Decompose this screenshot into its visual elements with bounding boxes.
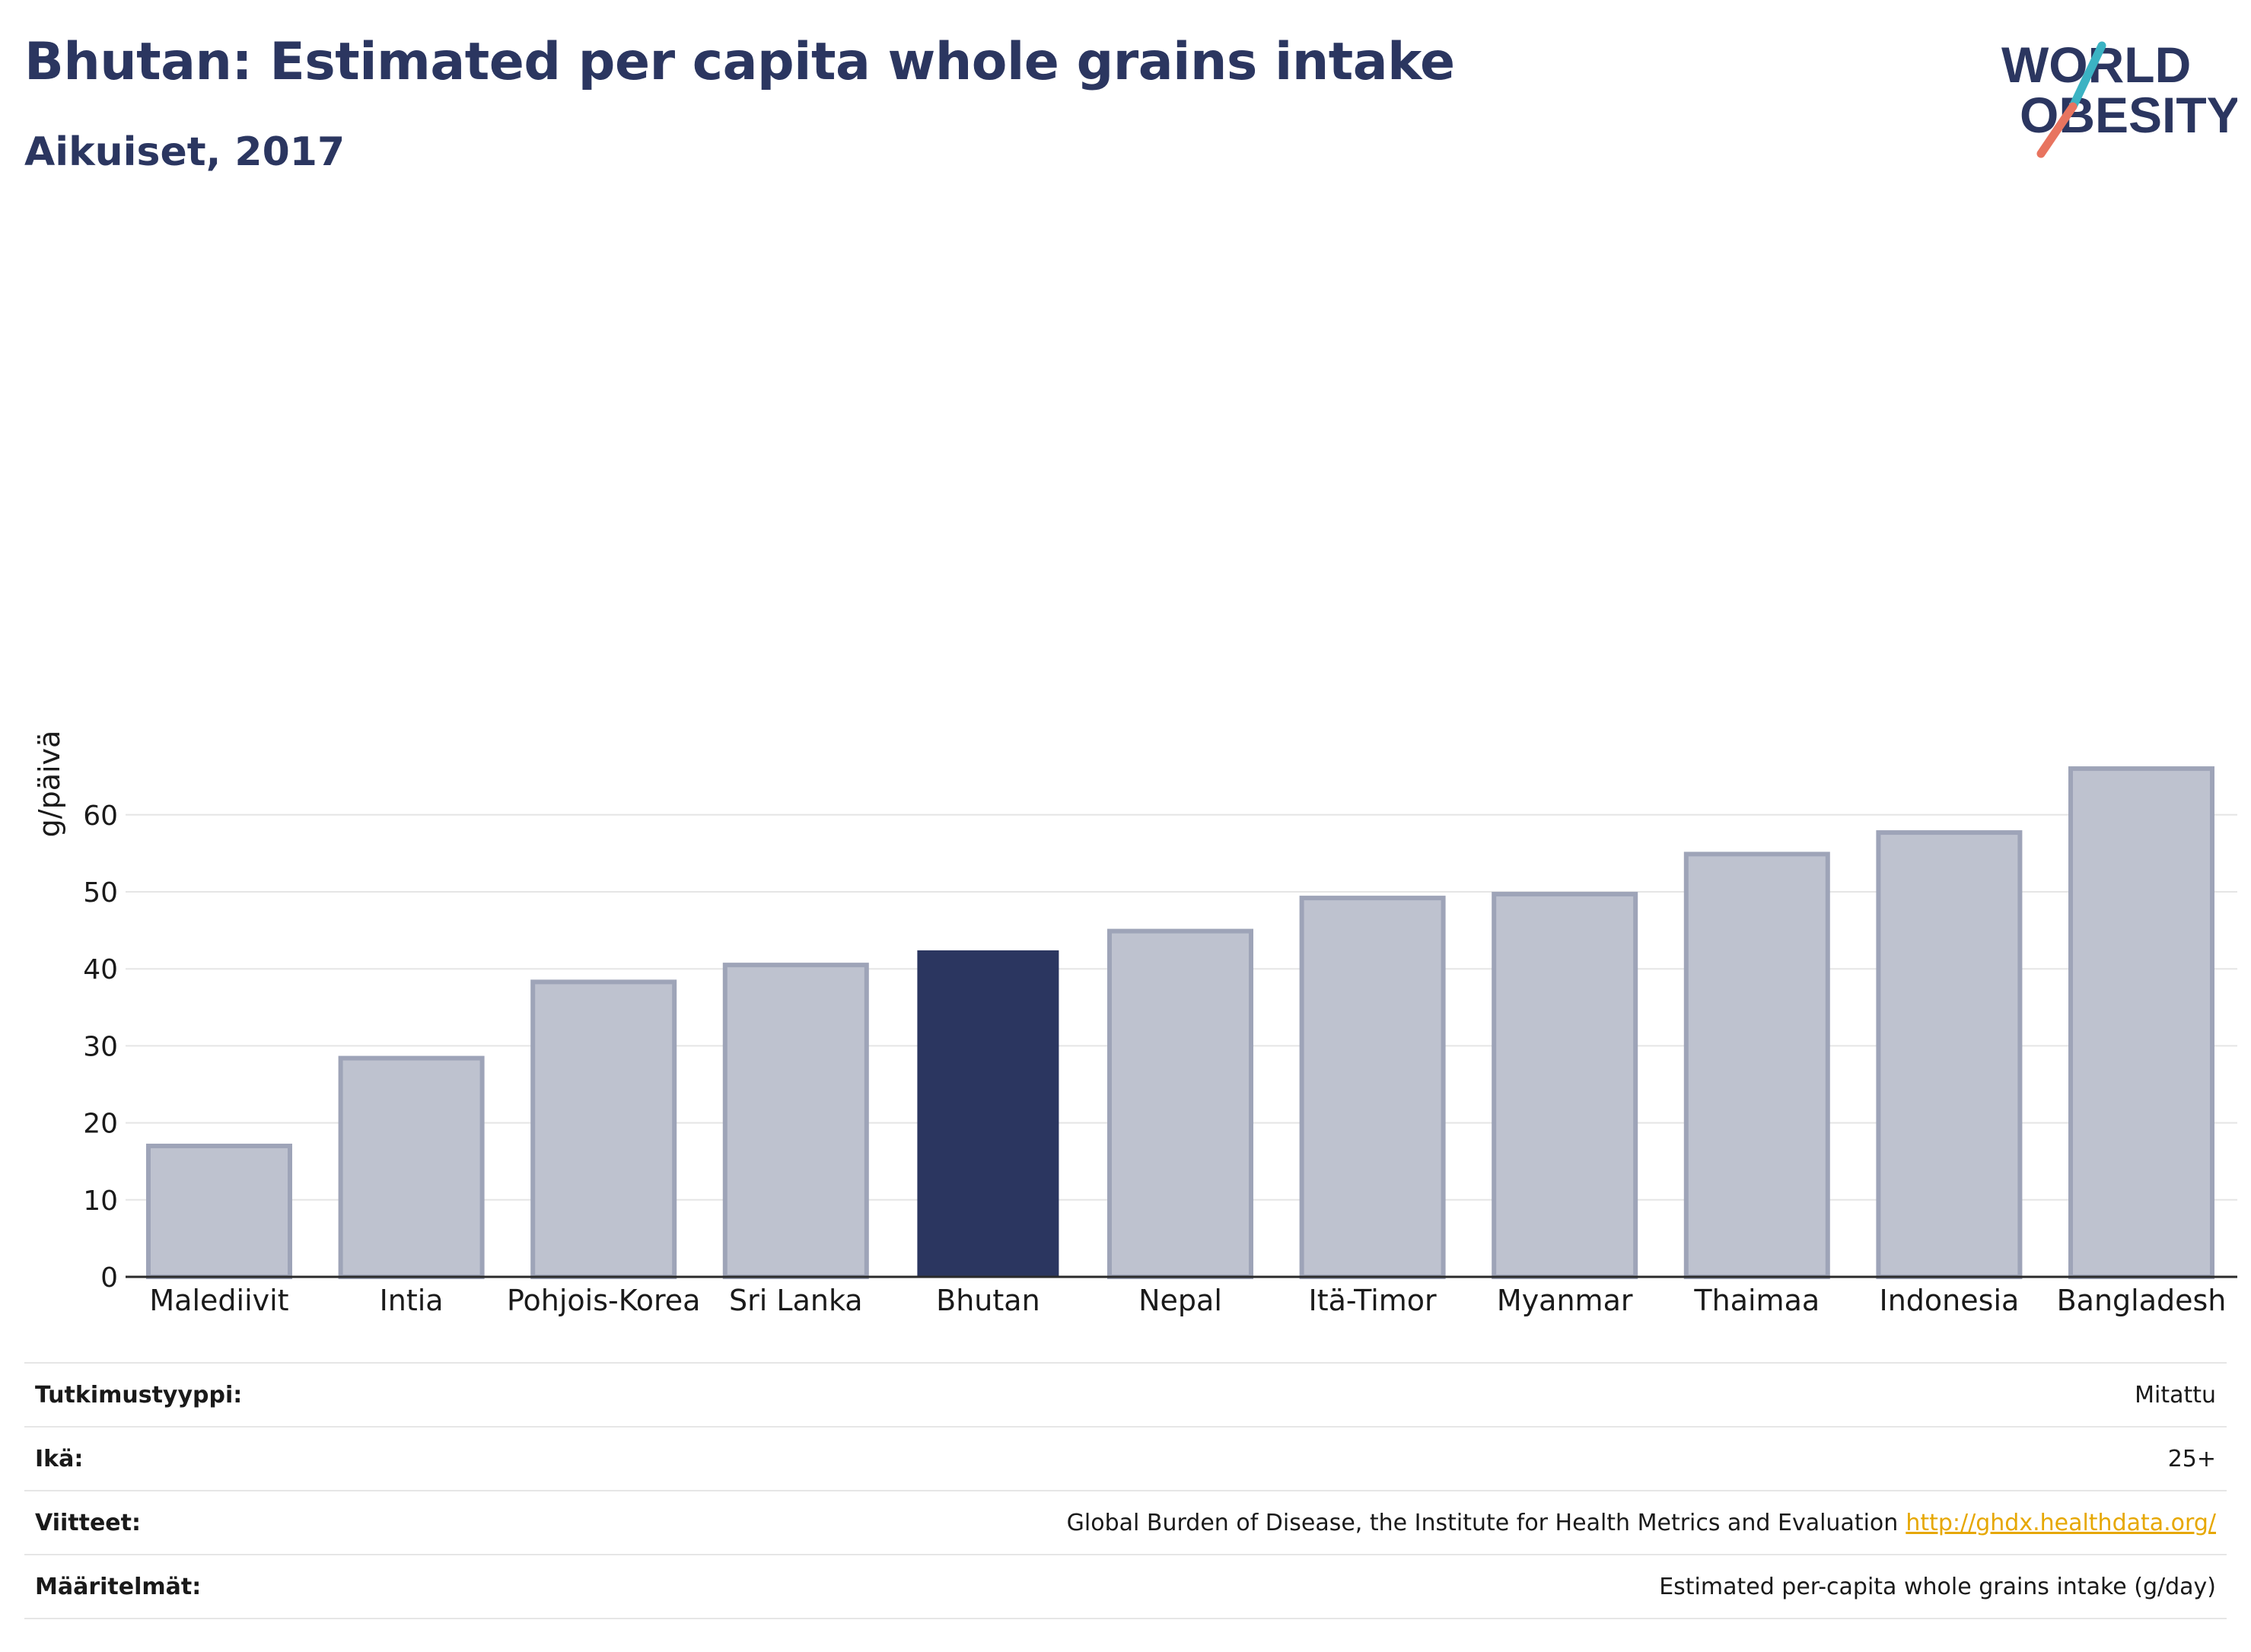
chart-title: Bhutan: Estimated per capita whole grain…: [24, 32, 1455, 92]
logo-teal-stroke: [2068, 41, 2106, 111]
y-tick-label: 50: [83, 877, 118, 909]
bar-sri-lanka: [722, 963, 869, 1279]
y-tick-label: 10: [83, 1186, 118, 1217]
meta-row-age: Ikä: 25+: [24, 1426, 2227, 1490]
metadata-table: Tutkimustyyppi: Mitattu Ikä: 25+ Viittee…: [24, 1362, 2227, 1619]
y-tick-label: 30: [83, 1031, 118, 1062]
x-tick-label: Myanmar: [1497, 1284, 1633, 1317]
meta-label: Ikä:: [35, 1445, 84, 1472]
meta-value: Mitattu: [2135, 1381, 2216, 1408]
world-obesity-logo: WORLD OBESITY: [1994, 30, 2240, 160]
x-tick-label: Nepal: [1138, 1284, 1222, 1317]
meta-value: Global Burden of Disease, the Institute …: [1067, 1510, 2227, 1536]
meta-label: Viitteet:: [35, 1509, 141, 1536]
bar-chart: 0 10 20 30 40 50 60 Malediivit Intia Pohjois-Kore…: [33, 731, 2237, 1317]
x-tick-label: Itä-Timor: [1309, 1284, 1437, 1317]
y-tick-label: 60: [83, 801, 118, 832]
bar-pohjois-korea: [530, 979, 677, 1280]
bar-nepal: [1107, 928, 1253, 1280]
x-tick-label: Bhutan: [936, 1284, 1040, 1317]
reference-text: Global Burden of Disease, the Institute …: [1066, 1509, 1899, 1536]
meta-value: Estimated per-capita whole grains intake…: [1659, 1573, 2216, 1600]
meta-value: 25+: [2167, 1445, 2216, 1472]
bar-indonesia: [1876, 830, 2023, 1280]
bar-myanmar: [1492, 892, 1638, 1279]
y-tick-label: 40: [83, 954, 118, 985]
bar-intia: [338, 1055, 485, 1280]
x-tick-label: Indonesia: [1880, 1284, 2020, 1317]
y-tick-label: 0: [100, 1262, 118, 1294]
axes: 0 10 20 30 40 50 60 Malediivit Intia Pohjois-Kore…: [83, 801, 2237, 1317]
y-axis-label: g/päivä: [33, 731, 66, 838]
x-tick-label: Pohjois-Korea: [507, 1284, 701, 1317]
bar-it-timor: [1299, 896, 1446, 1279]
meta-row-references: Viitteet: Global Burden of Disease, the …: [24, 1490, 2227, 1554]
bar-malediivit: [146, 1143, 292, 1279]
x-tick-label: Sri Lanka: [729, 1284, 863, 1317]
reference-link[interactable]: http://ghdx.healthdata.org/: [1906, 1509, 2216, 1536]
x-tick-label: Intia: [380, 1284, 444, 1317]
bar-bangladesh: [2068, 766, 2214, 1279]
meta-label: Määritelmät:: [35, 1573, 202, 1600]
meta-row-study-type: Tutkimustyyppi: Mitattu: [24, 1362, 2227, 1426]
bar-bhutan: [917, 950, 1059, 1277]
x-tick-label: Malediivit: [149, 1284, 288, 1317]
x-tick-label: Thaimaa: [1693, 1284, 1820, 1317]
bar-thaimaa: [1683, 851, 1830, 1279]
meta-label: Tutkimustyyppi:: [35, 1381, 243, 1408]
x-tick-label: Bangladesh: [2057, 1284, 2227, 1317]
logo-coral-stroke: [2036, 102, 2077, 158]
y-tick-label: 20: [83, 1109, 118, 1140]
bars: [146, 766, 2214, 1280]
meta-row-definitions: Määritelmät: Estimated per-capita whole …: [24, 1554, 2227, 1619]
chart-subtitle: Aikuiset, 2017: [24, 129, 345, 175]
